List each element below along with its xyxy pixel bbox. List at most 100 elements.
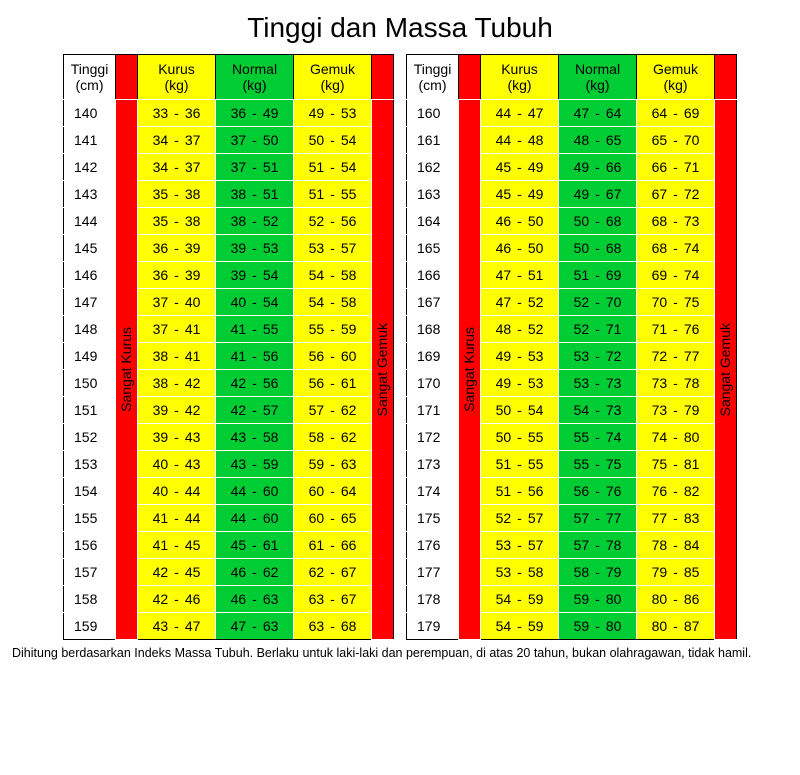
cell-kurus: 35-38 xyxy=(138,181,216,208)
header-sangat-kurus xyxy=(459,55,481,100)
cell-height: 149 xyxy=(64,343,116,370)
table-row: 17451-5656-7676-82 xyxy=(407,478,737,505)
table-row: 17854-5959-8080-86 xyxy=(407,586,737,613)
cell-gemuk: 54-58 xyxy=(294,262,372,289)
cell-normal: 46-63 xyxy=(216,586,294,613)
page-title: Tinggi dan Massa Tubuh xyxy=(10,12,790,44)
cell-normal: 37-50 xyxy=(216,127,294,154)
table-row: 15541-4444-6060-65 xyxy=(64,505,394,532)
cell-kurus: 40-44 xyxy=(138,478,216,505)
cell-gemuk: 54-58 xyxy=(294,289,372,316)
cell-gemuk: 75-81 xyxy=(637,451,715,478)
table-row: 15239-4343-5858-62 xyxy=(64,424,394,451)
cell-kurus: 45-49 xyxy=(481,154,559,181)
cell-gemuk: 78-84 xyxy=(637,532,715,559)
header-sangat-kurus xyxy=(116,55,138,100)
table-row: 14938-4141-5656-60 xyxy=(64,343,394,370)
cell-gemuk: 64-69 xyxy=(637,100,715,127)
tables-container: Tinggi (cm)Kurus (kg)Normal (kg)Gemuk (k… xyxy=(10,54,790,640)
cell-normal: 42-56 xyxy=(216,370,294,397)
cell-kurus: 54-59 xyxy=(481,586,559,613)
cell-height: 168 xyxy=(407,316,459,343)
cell-normal: 53-72 xyxy=(559,343,637,370)
table-row: 16546-5050-6868-74 xyxy=(407,235,737,262)
header-kurus: Kurus (kg) xyxy=(481,55,559,100)
cell-kurus: 41-44 xyxy=(138,505,216,532)
table-row: 14837-4141-5555-59 xyxy=(64,316,394,343)
cell-kurus: 48-52 xyxy=(481,316,559,343)
table-row: 15139-4242-5757-62 xyxy=(64,397,394,424)
cell-kurus: 49-53 xyxy=(481,370,559,397)
cell-normal: 53-73 xyxy=(559,370,637,397)
label-sangat-kurus: Sangat Kurus xyxy=(116,100,138,640)
table-row: 17954-5959-8080-87 xyxy=(407,613,737,640)
table-row: 16647-5151-6969-74 xyxy=(407,262,737,289)
cell-kurus: 40-43 xyxy=(138,451,216,478)
cell-height: 158 xyxy=(64,586,116,613)
cell-gemuk: 53-57 xyxy=(294,235,372,262)
cell-normal: 49-66 xyxy=(559,154,637,181)
cell-height: 173 xyxy=(407,451,459,478)
cell-gemuk: 65-70 xyxy=(637,127,715,154)
cell-height: 174 xyxy=(407,478,459,505)
table-row: 14234-3737-5151-54 xyxy=(64,154,394,181)
cell-normal: 55-74 xyxy=(559,424,637,451)
cell-normal: 50-68 xyxy=(559,235,637,262)
cell-gemuk: 71-76 xyxy=(637,316,715,343)
cell-kurus: 38-41 xyxy=(138,343,216,370)
cell-normal: 36-49 xyxy=(216,100,294,127)
cell-height: 150 xyxy=(64,370,116,397)
cell-normal: 52-71 xyxy=(559,316,637,343)
cell-normal: 56-76 xyxy=(559,478,637,505)
cell-height: 141 xyxy=(64,127,116,154)
cell-normal: 57-78 xyxy=(559,532,637,559)
cell-normal: 58-79 xyxy=(559,559,637,586)
cell-gemuk: 67-72 xyxy=(637,181,715,208)
cell-kurus: 53-57 xyxy=(481,532,559,559)
cell-height: 162 xyxy=(407,154,459,181)
cell-height: 143 xyxy=(64,181,116,208)
cell-height: 140 xyxy=(64,100,116,127)
cell-normal: 59-80 xyxy=(559,613,637,640)
cell-normal: 57-77 xyxy=(559,505,637,532)
table-row: 14335-3838-5151-55 xyxy=(64,181,394,208)
cell-kurus: 34-37 xyxy=(138,154,216,181)
cell-kurus: 46-50 xyxy=(481,235,559,262)
cell-gemuk: 49-53 xyxy=(294,100,372,127)
cell-height: 176 xyxy=(407,532,459,559)
cell-gemuk: 76-82 xyxy=(637,478,715,505)
cell-gemuk: 63-68 xyxy=(294,613,372,640)
cell-kurus: 37-40 xyxy=(138,289,216,316)
cell-gemuk: 69-74 xyxy=(637,262,715,289)
table-row: 17552-5757-7777-83 xyxy=(407,505,737,532)
cell-height: 157 xyxy=(64,559,116,586)
cell-kurus: 44-47 xyxy=(481,100,559,127)
cell-height: 153 xyxy=(64,451,116,478)
table-row: 16747-5252-7070-75 xyxy=(407,289,737,316)
table-row: 16949-5353-7272-77 xyxy=(407,343,737,370)
cell-kurus: 50-54 xyxy=(481,397,559,424)
cell-normal: 41-56 xyxy=(216,343,294,370)
table-row: 17049-5353-7373-78 xyxy=(407,370,737,397)
cell-height: 171 xyxy=(407,397,459,424)
cell-gemuk: 70-75 xyxy=(637,289,715,316)
cell-height: 151 xyxy=(64,397,116,424)
table-row: 16144-4848-6565-70 xyxy=(407,127,737,154)
cell-height: 146 xyxy=(64,262,116,289)
cell-normal: 45-61 xyxy=(216,532,294,559)
header-normal: Normal (kg) xyxy=(559,55,637,100)
cell-gemuk: 57-62 xyxy=(294,397,372,424)
cell-height: 147 xyxy=(64,289,116,316)
table-row: 15943-4747-6363-68 xyxy=(64,613,394,640)
table-row: 14636-3939-5454-58 xyxy=(64,262,394,289)
table-row: 17351-5555-7575-81 xyxy=(407,451,737,478)
cell-normal: 48-65 xyxy=(559,127,637,154)
cell-gemuk: 51-55 xyxy=(294,181,372,208)
cell-normal: 47-63 xyxy=(216,613,294,640)
table-row: 160Sangat Kurus44-4747-6464-69Sangat Gem… xyxy=(407,100,737,127)
table-row: 15440-4444-6060-64 xyxy=(64,478,394,505)
cell-normal: 52-70 xyxy=(559,289,637,316)
table-row: 15340-4343-5959-63 xyxy=(64,451,394,478)
label-sangat-gemuk: Sangat Gemuk xyxy=(715,100,737,640)
cell-kurus: 47-51 xyxy=(481,262,559,289)
